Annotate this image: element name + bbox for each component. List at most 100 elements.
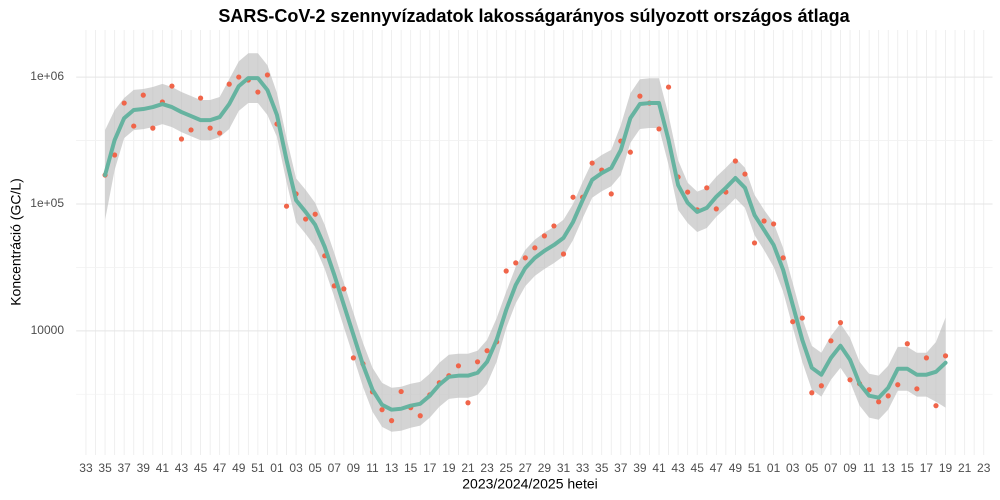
data-point: [465, 400, 471, 406]
x-tick-label: 11: [366, 461, 379, 475]
x-tick-label: 37: [117, 461, 131, 475]
data-point: [417, 413, 423, 419]
confidence-ribbon: [105, 53, 946, 432]
data-point: [264, 72, 271, 78]
x-tick-label: 05: [805, 461, 819, 475]
x-tick-label: 07: [328, 461, 342, 475]
x-tick-label: 43: [175, 461, 189, 475]
data-point: [121, 100, 127, 106]
x-tick-label: 03: [289, 461, 303, 475]
x-tick-label: 51: [251, 461, 265, 475]
data-point: [828, 338, 834, 344]
x-tick-label: 29: [538, 461, 552, 475]
x-tick-label: 03: [786, 461, 800, 475]
data-point: [551, 223, 557, 229]
data-point: [197, 95, 204, 101]
x-tick-label: 35: [595, 461, 609, 475]
x-tick-label: 21: [958, 461, 972, 475]
data-point: [942, 353, 949, 359]
data-point: [751, 240, 758, 246]
data-point: [484, 348, 490, 354]
x-tick-label: 51: [748, 461, 762, 475]
data-point: [732, 158, 739, 164]
x-tick-label: 13: [882, 461, 896, 475]
x-tick-label: 45: [194, 461, 208, 475]
data-point: [255, 89, 261, 95]
x-tick-label: 15: [901, 461, 915, 475]
data-point: [236, 74, 242, 80]
data-point: [923, 355, 930, 361]
data-point: [522, 255, 528, 261]
data-point: [112, 152, 118, 158]
data-point: [178, 136, 185, 142]
x-tick-label: 23: [480, 461, 494, 475]
x-tick-label: 41: [652, 461, 666, 475]
y-tick-label: 1e+06: [30, 69, 64, 83]
data-point: [847, 377, 853, 383]
data-point: [608, 191, 614, 197]
data-point: [713, 206, 719, 212]
chart-title: SARS-CoV-2 szennyvízadatok lakosságarány…: [218, 6, 850, 26]
x-tick-label: 23: [977, 461, 991, 475]
x-tick-label: 27: [519, 461, 533, 475]
x-tick-label: 01: [767, 461, 781, 475]
x-tick-label: 41: [156, 461, 170, 475]
x-tick-label: 13: [385, 461, 399, 475]
data-point: [837, 320, 844, 326]
data-point: [503, 268, 509, 274]
data-point: [169, 83, 175, 89]
data-point: [876, 399, 882, 405]
x-tick-label: 39: [633, 461, 647, 475]
data-point: [388, 418, 395, 424]
x-tick-label: 39: [137, 461, 151, 475]
data-point: [207, 125, 213, 131]
data-point: [885, 393, 891, 399]
data-point: [131, 123, 137, 129]
x-tick-label: 37: [614, 461, 628, 475]
data-point: [799, 315, 805, 321]
data-point: [818, 383, 824, 389]
y-axis-title: Koncentráció (GC/L): [8, 178, 24, 306]
data-point: [570, 194, 576, 200]
data-point: [350, 355, 356, 361]
data-point: [217, 130, 223, 136]
x-tick-label: 43: [671, 461, 685, 475]
data-point: [532, 245, 538, 251]
x-tick-label: 47: [710, 461, 724, 475]
x-tick-label: 49: [729, 461, 743, 475]
data-point: [656, 126, 662, 132]
data-point: [341, 286, 347, 292]
x-tick-label: 05: [309, 461, 323, 475]
data-point: [637, 93, 643, 99]
data-point: [312, 211, 318, 217]
data-point: [560, 251, 567, 257]
data-point: [513, 260, 519, 266]
data-point: [790, 319, 796, 325]
x-tick-label: 45: [691, 461, 705, 475]
x-tick-label: 47: [213, 461, 227, 475]
data-point: [742, 171, 748, 177]
x-tick-label: 35: [98, 461, 112, 475]
x-tick-label: 49: [232, 461, 246, 475]
data-point: [665, 84, 672, 90]
data-point: [398, 388, 404, 395]
data-point: [283, 203, 290, 209]
x-tick-label: 15: [404, 461, 418, 475]
data-point: [704, 185, 710, 191]
x-tick-label: 09: [843, 461, 857, 475]
x-tick-label: 19: [442, 461, 456, 475]
data-point: [809, 390, 815, 396]
x-axis-title: 2023/2024/2025 hetei: [462, 476, 597, 492]
data-point: [303, 216, 309, 222]
data-point: [455, 363, 462, 369]
y-tick-label: 1e+05: [30, 196, 64, 210]
x-tick-label: 07: [824, 461, 838, 475]
x-tick-label: 21: [461, 461, 475, 475]
data-point: [771, 221, 777, 227]
data-point: [140, 92, 146, 98]
data-point: [150, 125, 156, 131]
data-point: [226, 81, 232, 87]
data-point: [379, 407, 385, 413]
